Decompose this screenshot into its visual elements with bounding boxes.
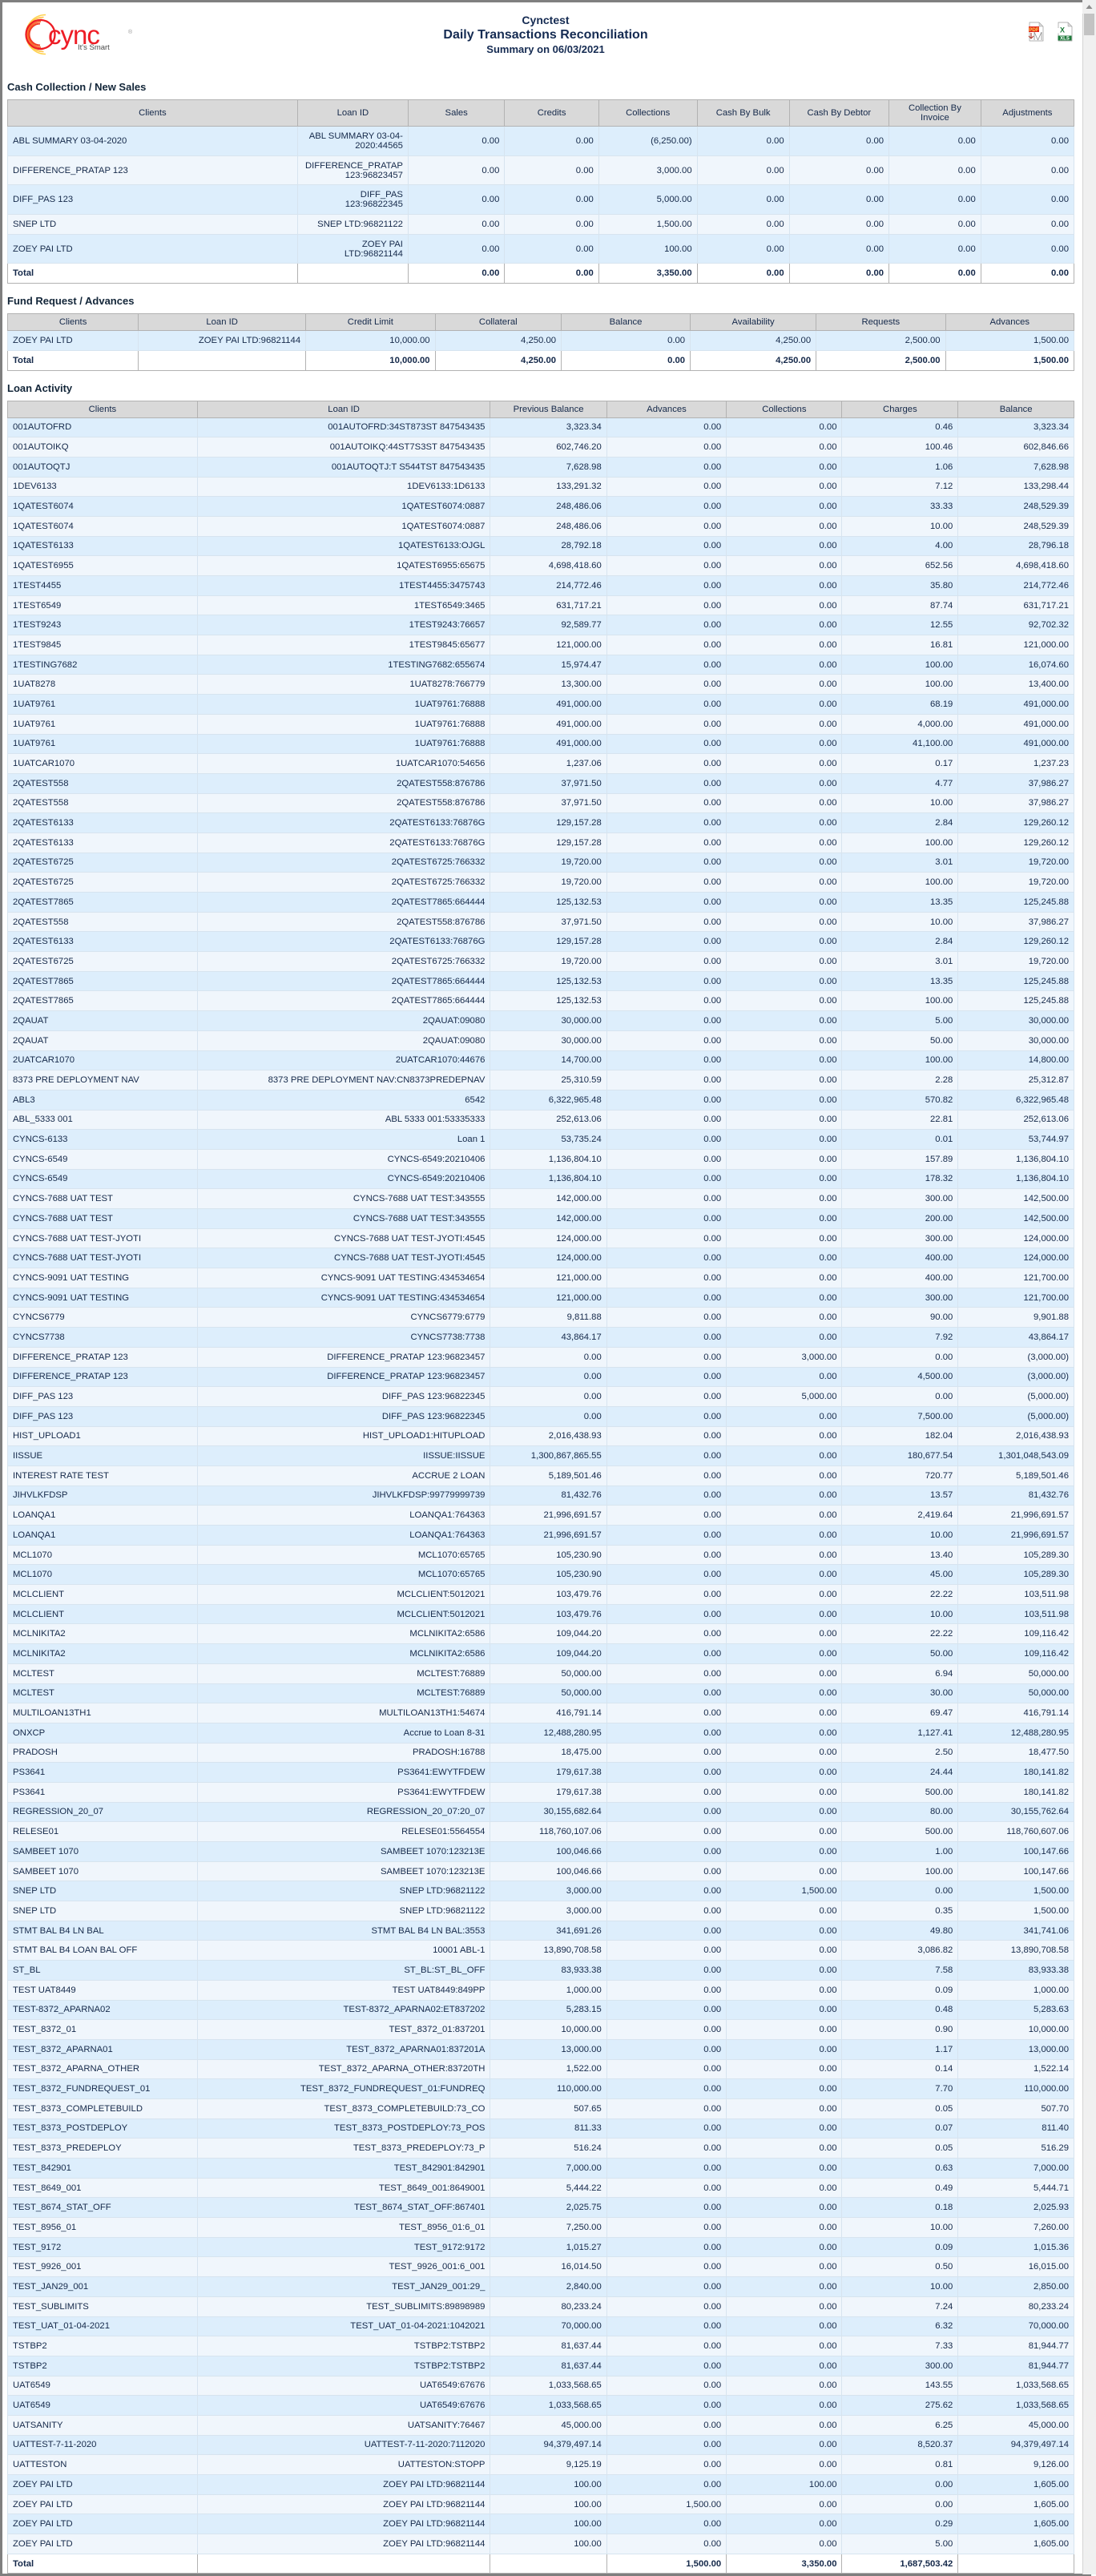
svg-text:PDF: PDF [1029,27,1039,33]
svg-text:X: X [1060,26,1065,34]
svg-text:XLS: XLS [1060,36,1070,41]
